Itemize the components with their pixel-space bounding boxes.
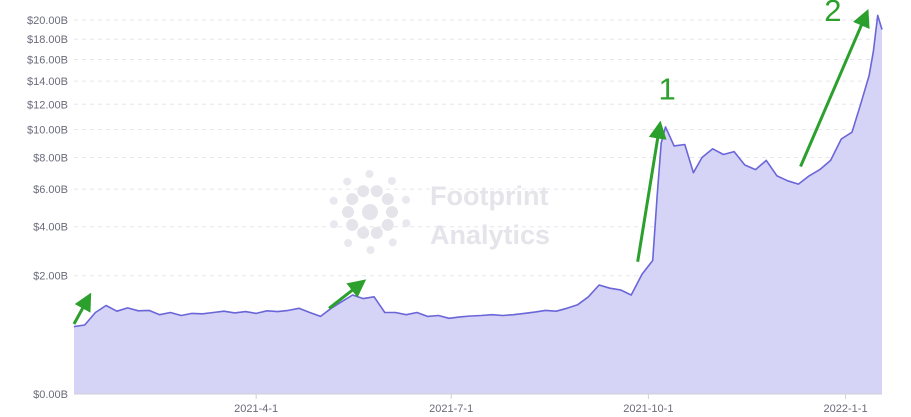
y-tick-label: $14.00B bbox=[27, 76, 68, 88]
y-tick-label: $10.00B bbox=[27, 125, 68, 137]
x-axis: 2021-4-1 2021-7-1 2021-10-1 2022-1-1 bbox=[74, 393, 882, 415]
annotation-label: 2 bbox=[824, 0, 841, 28]
annotation-arrow bbox=[799, 8, 870, 168]
footprint-logo-icon bbox=[329, 170, 411, 254]
watermark-line1: Footprint bbox=[430, 181, 548, 211]
y-tick-label: $12.00B bbox=[27, 99, 68, 111]
annotation-label: 1 bbox=[658, 72, 675, 107]
watermark: Footprint Analytics bbox=[329, 170, 550, 254]
y-tick-label: $4.00B bbox=[33, 222, 68, 234]
x-tick-label: 2021-10-1 bbox=[623, 403, 673, 415]
y-tick-label: $20.00B bbox=[27, 15, 68, 27]
annotation-arrow bbox=[636, 120, 667, 263]
watermark-line2: Analytics bbox=[430, 220, 550, 250]
x-tick-label: 2022-1-1 bbox=[824, 403, 868, 415]
y-tick-label: $0.00B bbox=[33, 389, 68, 401]
series-area bbox=[74, 15, 882, 395]
annotation-arrow bbox=[72, 292, 92, 325]
y-tick-label: $8.00B bbox=[33, 152, 68, 164]
x-tick-label: 2021-7-1 bbox=[429, 403, 473, 415]
series-line bbox=[73, 14, 883, 328]
y-tick-label: $18.00B bbox=[27, 34, 68, 46]
annotations: 12 bbox=[72, 0, 870, 325]
series-group bbox=[73, 14, 883, 395]
y-axis: $0.00B $2.00B $4.00B $6.00B $8.00B $10.00B $12… bbox=[27, 15, 68, 401]
y-tick-label: $16.00B bbox=[27, 54, 68, 66]
y-tick-label: $2.00B bbox=[33, 271, 68, 283]
y-tick-label: $6.00B bbox=[33, 184, 68, 196]
x-tick-label: 2021-4-1 bbox=[234, 403, 278, 415]
annotation-arrow bbox=[328, 279, 367, 310]
